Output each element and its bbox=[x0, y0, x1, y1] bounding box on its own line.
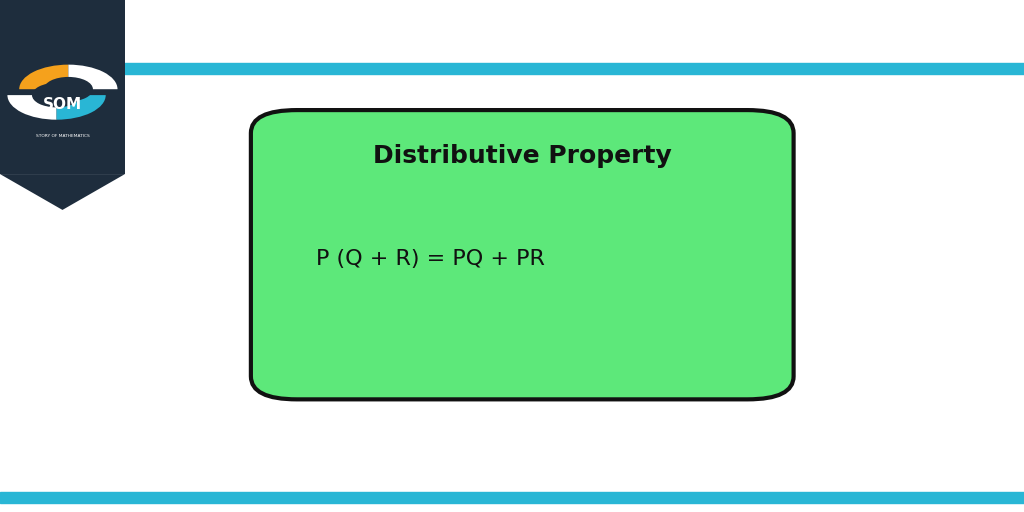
Bar bbox=[0, 63, 1024, 74]
Wedge shape bbox=[7, 95, 56, 120]
Wedge shape bbox=[69, 65, 118, 89]
Text: P (Q + R) = PQ + PR: P (Q + R) = PQ + PR bbox=[315, 248, 545, 269]
Circle shape bbox=[44, 77, 93, 101]
Wedge shape bbox=[19, 65, 69, 89]
Bar bbox=[0, 0, 125, 174]
Polygon shape bbox=[0, 174, 125, 210]
Bar bbox=[0, 492, 1024, 503]
Wedge shape bbox=[56, 95, 105, 120]
Text: STORY OF MATHEMATICS: STORY OF MATHEMATICS bbox=[36, 134, 89, 138]
Text: SOM: SOM bbox=[43, 97, 82, 112]
FancyBboxPatch shape bbox=[251, 110, 794, 399]
Circle shape bbox=[32, 83, 81, 108]
Text: Distributive Property: Distributive Property bbox=[373, 144, 672, 168]
